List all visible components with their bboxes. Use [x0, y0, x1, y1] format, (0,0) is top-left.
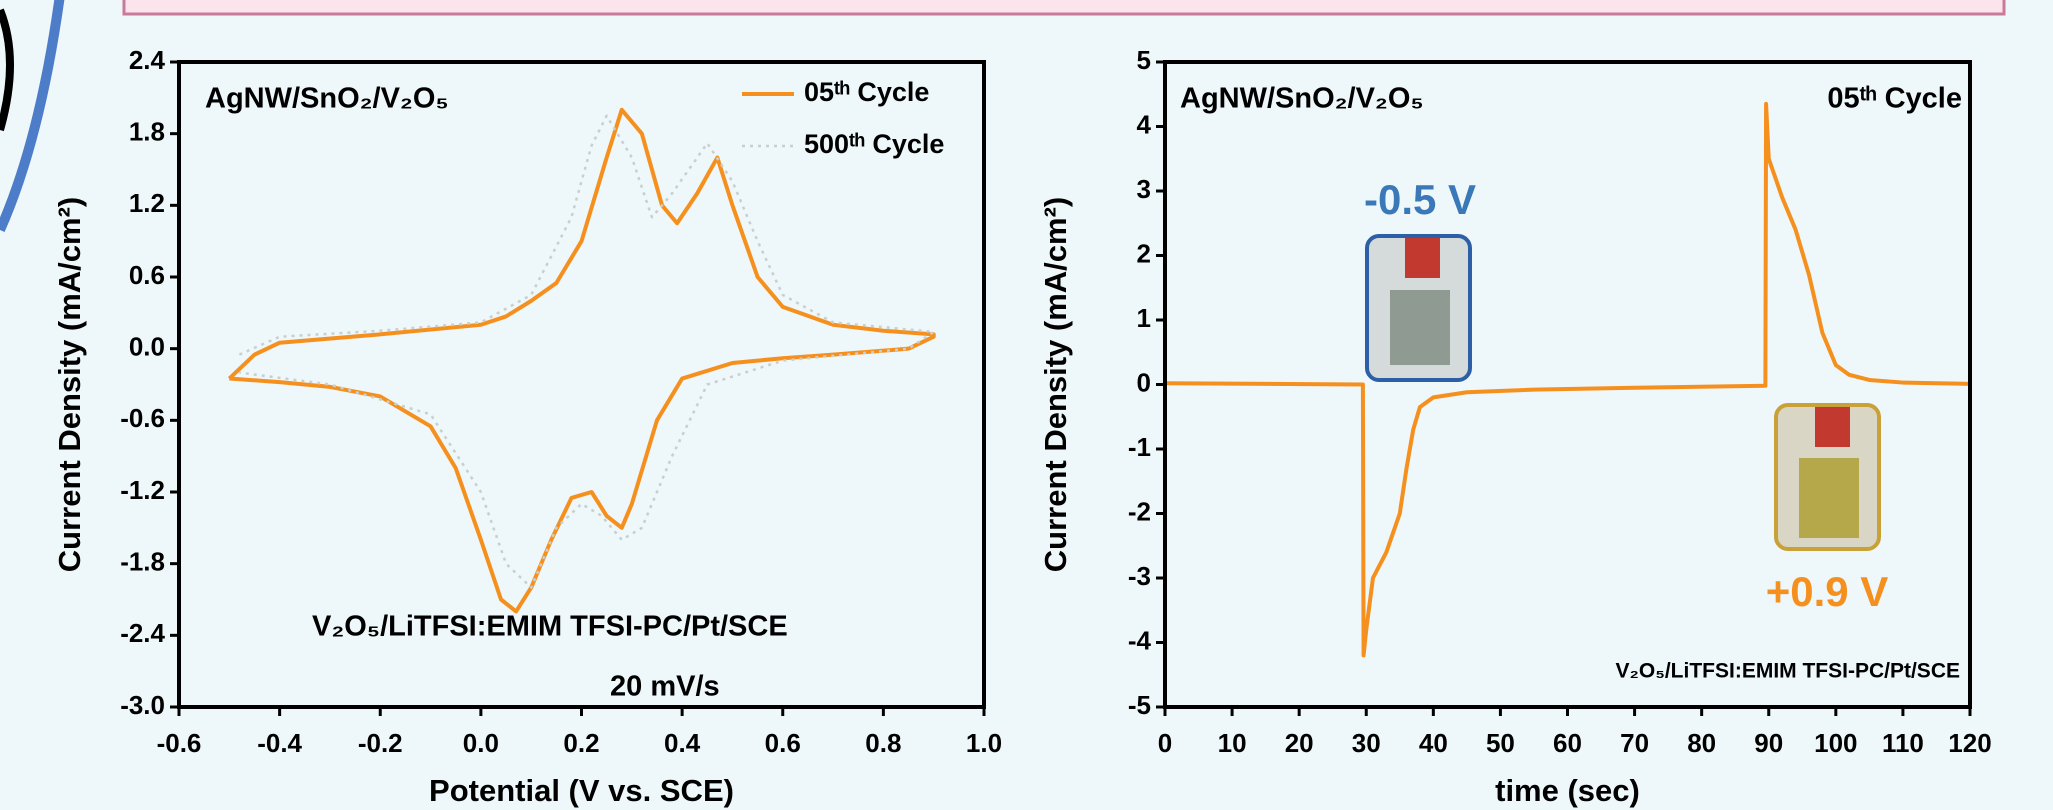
y-tick-label: -3: [1128, 561, 1151, 591]
x-tick-label: 0.2: [563, 728, 599, 758]
y-tick-label: 3: [1137, 174, 1151, 204]
x-tick-label: 10: [1218, 728, 1247, 758]
x-tick-label: 0.0: [463, 728, 499, 758]
x-tick-label: 50: [1486, 728, 1515, 758]
annotation: V₂O₅/LiTFSI:EMIM TFSI-PC/Pt/SCE: [1616, 660, 1960, 683]
annotation: 20 mV/s: [610, 671, 720, 703]
y-tick-label: 2.4: [129, 45, 166, 75]
y-tick-label: 0.0: [129, 332, 165, 362]
y-axis-label: Current Density (mA/cm²): [52, 197, 87, 573]
y-tick-label: 2: [1137, 238, 1151, 268]
annotation: AgNW/SnO₂/V₂O₅: [205, 83, 449, 115]
x-tick-label: 40: [1419, 728, 1448, 758]
legend-label: 500ᵗʰ Cycle: [804, 129, 944, 159]
y-tick-label: 0.6: [129, 260, 165, 290]
x-tick-label: 60: [1553, 728, 1582, 758]
data-line: [1164, 101, 1971, 658]
y-tick-label: -2: [1128, 496, 1151, 526]
x-tick-label: 120: [1948, 728, 1991, 758]
y-tick-label: -4: [1128, 625, 1152, 655]
y-tick-label: 5: [1137, 45, 1151, 75]
y-tick-label: 1.8: [129, 117, 165, 147]
x-tick-label: 0: [1158, 728, 1172, 758]
vial-image: [1365, 234, 1472, 382]
x-tick-label: 80: [1687, 728, 1716, 758]
x-tick-label: 110: [1882, 728, 1924, 758]
decor-arc: [0, 8, 14, 132]
y-tick-label: 1: [1137, 303, 1151, 333]
x-tick-label: 70: [1620, 728, 1649, 758]
y-tick-label: 1.2: [129, 188, 165, 218]
y-tick-label: -2.4: [120, 618, 165, 648]
x-axis-label: time (sec): [1495, 773, 1640, 808]
banner: [122, 0, 2006, 16]
y-tick-label: -0.6: [120, 403, 165, 433]
y-tick-label: -1.8: [120, 547, 165, 577]
x-tick-label: 0.8: [865, 728, 901, 758]
y-tick-label: -1: [1128, 432, 1151, 462]
annotation: +0.9 V: [1766, 568, 1889, 615]
y-axis-label: Current Density (mA/cm²): [1038, 197, 1073, 573]
y-tick-label: -5: [1128, 690, 1151, 720]
x-tick-label: 100: [1814, 728, 1857, 758]
decor-arc: [0, 0, 65, 233]
y-tick-label: 0: [1137, 367, 1151, 397]
annotation: V₂O₅/LiTFSI:EMIM TFSI-PC/Pt/SCE: [312, 611, 788, 643]
x-tick-label: -0.4: [257, 728, 302, 758]
x-tick-label: 30: [1352, 728, 1381, 758]
y-tick-label: -3.0: [120, 690, 165, 720]
x-tick-label: 0.6: [765, 728, 801, 758]
plot-frame: [177, 60, 986, 709]
x-tick-label: -0.2: [358, 728, 403, 758]
x-tick-label: -0.6: [157, 728, 202, 758]
plot-frame: [1163, 60, 1972, 709]
y-tick-label: 4: [1137, 109, 1152, 139]
x-axis-label: Potential (V vs. SCE): [429, 773, 734, 808]
annotation: AgNW/SnO₂/V₂O₅: [1180, 83, 1424, 115]
annotation: 05ᵗʰ Cycle: [1827, 83, 1962, 115]
x-tick-label: 0.4: [664, 728, 701, 758]
x-tick-label: 90: [1754, 728, 1783, 758]
vial-image: [1774, 403, 1881, 551]
x-tick-label: 20: [1285, 728, 1314, 758]
legend-label: 05ᵗʰ Cycle: [804, 77, 929, 107]
y-tick-label: -1.2: [120, 475, 165, 505]
data-line: [227, 107, 936, 614]
annotation: -0.5 V: [1364, 176, 1476, 223]
x-tick-label: 1.0: [966, 728, 1002, 758]
